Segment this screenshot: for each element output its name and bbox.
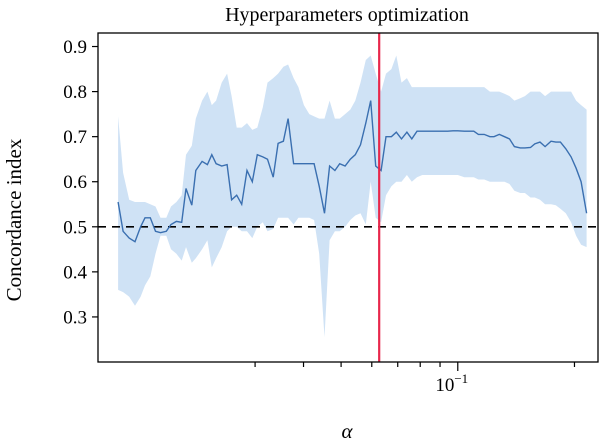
y-tick-label: 0.7 xyxy=(63,127,87,148)
y-tick-label: 0.3 xyxy=(63,307,87,328)
confidence-band xyxy=(118,55,587,338)
plot-frame xyxy=(97,32,599,363)
mean-concordance-line xyxy=(117,100,588,243)
y-tick-label: 0.4 xyxy=(63,262,87,283)
y-tick-label: 0.8 xyxy=(63,82,87,103)
x-tick-label: 10−1 xyxy=(435,371,468,396)
chart-title: Hyperparameters optimization xyxy=(225,4,469,26)
y-axis: 0.3 0.4 0.5 0.6 0.7 0.8 0.9 xyxy=(63,37,98,328)
y-tick-label: 0.9 xyxy=(63,37,87,58)
plot-area xyxy=(98,33,598,362)
y-tick-label: 0.6 xyxy=(63,172,87,193)
y-tick-label: 0.5 xyxy=(63,217,87,238)
x-axis: 10−1 xyxy=(254,362,576,396)
y-axis-label: Concordance index xyxy=(2,138,26,301)
x-axis-label: α xyxy=(341,419,353,443)
